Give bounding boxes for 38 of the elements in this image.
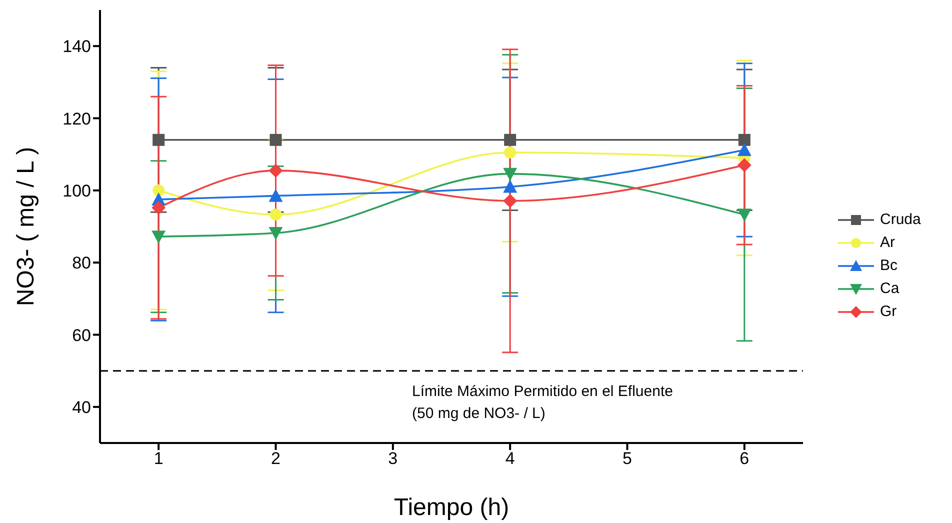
y-tick-label: 40 bbox=[72, 398, 91, 417]
x-tick-label: 3 bbox=[388, 449, 398, 468]
ref-line-label: Límite Máximo Permitido en el Efluente (50 mg de NO3- / L) bbox=[412, 382, 673, 422]
x-tick-label: 6 bbox=[740, 449, 750, 468]
legend-label: Bc bbox=[880, 257, 898, 274]
point bbox=[738, 134, 750, 146]
point bbox=[737, 208, 752, 222]
point bbox=[270, 134, 282, 146]
point bbox=[504, 146, 516, 159]
legend-label: Cruda bbox=[880, 211, 921, 228]
point bbox=[504, 134, 516, 146]
x-tick-label: 2 bbox=[271, 449, 280, 468]
y-tick-label: 80 bbox=[72, 254, 91, 273]
point bbox=[503, 194, 518, 208]
point bbox=[737, 143, 752, 156]
point bbox=[152, 230, 166, 244]
point bbox=[737, 158, 752, 172]
point bbox=[270, 208, 282, 221]
x-tick-label: 5 bbox=[622, 449, 632, 468]
y-tick-label: 100 bbox=[62, 181, 91, 200]
point bbox=[152, 184, 165, 196]
y-tick-label: 120 bbox=[62, 109, 91, 128]
point bbox=[503, 168, 518, 181]
point bbox=[152, 134, 165, 146]
point bbox=[268, 164, 283, 178]
point bbox=[152, 200, 166, 215]
point bbox=[268, 226, 283, 240]
point bbox=[503, 180, 518, 193]
x-tick-label: 1 bbox=[154, 449, 164, 468]
point bbox=[268, 188, 283, 202]
legend-label: Ar bbox=[880, 234, 895, 251]
y-tick-label: 60 bbox=[72, 326, 91, 345]
legend-label: Ca bbox=[880, 280, 900, 297]
y-axis-title: NO3- ( mg / L ) bbox=[12, 146, 40, 306]
y-tick-label: 140 bbox=[62, 37, 91, 56]
legend-label: Gr bbox=[880, 303, 897, 320]
x-axis-title: Tiempo (h) bbox=[394, 494, 510, 521]
x-tick-label: 4 bbox=[505, 449, 515, 468]
